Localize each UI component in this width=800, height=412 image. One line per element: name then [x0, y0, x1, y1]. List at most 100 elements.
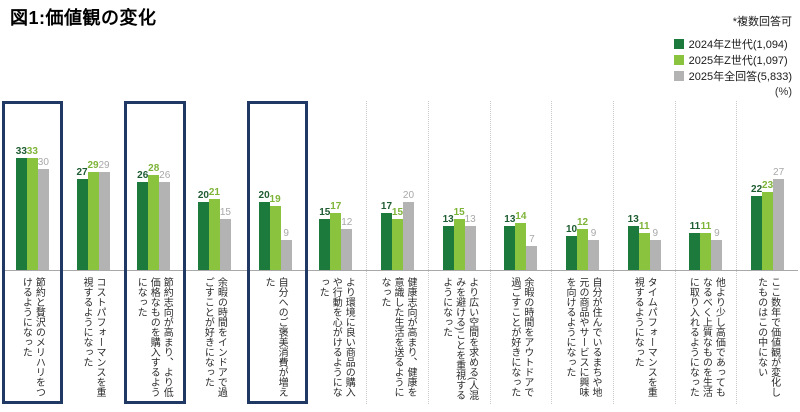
value-label: 9 — [652, 228, 658, 239]
value-label: 19 — [269, 194, 281, 205]
value-label: 21 — [208, 187, 220, 198]
category-label: 健康志向が高まり、健康を意識した生活を送るようになった — [378, 277, 416, 397]
bar-series2-cat8: 15 — [454, 207, 465, 270]
value-label: 15 — [453, 207, 465, 218]
bar-series3-cat13: 27 — [773, 167, 784, 270]
multiple-answers-note: *複数回答可 — [732, 16, 792, 28]
bar-series1-cat11: 13 — [628, 214, 639, 270]
bar-group: 13 15 13 — [429, 101, 490, 270]
bar-series2-cat13: 23 — [762, 180, 773, 270]
bar-series1-cat5: 20 — [259, 190, 270, 270]
value-label: 9 — [590, 228, 597, 239]
value-label: 9 — [714, 228, 720, 239]
value-label: 28 — [148, 163, 160, 174]
category-label: 節約志向が高まり、より低価格なものを購入するようになった — [135, 277, 173, 397]
bar-series2-cat10: 12 — [577, 217, 588, 270]
bar-series1-cat2: 27 — [76, 167, 88, 270]
bar-series3-cat11: 9 — [649, 228, 661, 270]
value-label: 9 — [283, 228, 289, 239]
value-label: 30 — [37, 157, 49, 168]
bar-series3-cat4: 15 — [220, 207, 231, 270]
category-column-13: 22 23 27 ここ数年で価値観が変化したものはこの中にない — [737, 101, 798, 404]
bar-series1-cat10: 10 — [566, 224, 577, 270]
bar-series3-cat5: 9 — [280, 228, 292, 270]
category-label: 自分が住んでいるまちや地元の商品やサービスに興味を向けるようになった — [564, 277, 602, 397]
legend-item-3: 2025年全回答(5,833) — [673, 68, 792, 84]
category-label: 自分へのご褒美消費が増えた — [263, 277, 288, 397]
value-label: 33 — [15, 146, 27, 157]
bar-series2-cat7: 15 — [392, 207, 403, 270]
category-column-2: 27 29 29 コストパフォーマンスを重視するようになった — [63, 101, 124, 404]
category-label-cell: 自分へのご褒美消費が増えた — [245, 270, 306, 404]
value-label: 20 — [197, 190, 209, 201]
unit-label: (%) — [774, 86, 792, 98]
category-label: より環境に良い商品の購入や行動を心がけるようになった — [317, 277, 355, 397]
bar-series2-cat11: 11 — [638, 221, 650, 270]
value-label: 33 — [26, 146, 38, 157]
bar-series1-cat9: 13 — [504, 214, 515, 270]
category-column-10: 10 12 9 自分が住んでいるまちや地元の商品やサービスに興味を向けるようになった — [552, 101, 614, 404]
value-label: 15 — [219, 207, 231, 218]
category-column-8: 13 15 13 より広い空間を求める(人混みを避ける)ことを重視するようになった — [429, 101, 491, 404]
value-label: 14 — [515, 211, 527, 222]
bar-series2-cat2: 29 — [87, 160, 99, 270]
plot-area: 33 33 30 節約と贅沢のメリハリをつけるようになった 27 29 29 コストパフォーマ… — [2, 101, 798, 404]
value-label: 17 — [330, 201, 342, 212]
x-axis-line — [2, 270, 798, 271]
category-label-cell: 余暇の時間をアウトドアで過ごすことが好きになった — [491, 270, 552, 404]
bar-series2-cat1: 33 — [27, 146, 38, 270]
category-column-4: 20 21 15 余暇の時間をインドアで過ごすことが好きになった — [184, 101, 245, 404]
bar-series3-cat7: 20 — [403, 190, 414, 270]
bar-series1-cat4: 20 — [198, 190, 209, 270]
category-label: 節約と贅沢のメリハリをつけるようになった — [20, 277, 45, 397]
bar-series3-cat9: 7 — [526, 234, 538, 270]
bar-series2-cat3: 28 — [148, 163, 159, 270]
bar-group: 10 12 9 — [552, 101, 613, 270]
value-label: 10 — [565, 224, 578, 235]
value-label: 20 — [258, 190, 270, 201]
category-label-cell: 他より少し高価であってもなるべく上質なものを生活に取り入れるようになった — [676, 270, 737, 404]
legend-swatch — [673, 55, 684, 65]
bar-series1-cat6: 15 — [319, 207, 330, 270]
legend-item-1: 2024年Z世代(1,094) — [673, 36, 792, 52]
value-label: 13 — [442, 214, 454, 225]
legend-label: 2024年Z世代(1,094) — [688, 39, 788, 51]
value-label: 11 — [689, 221, 701, 232]
value-label: 29 — [87, 160, 99, 171]
value-label: 12 — [576, 217, 589, 228]
legend-label: 2025年Z世代(1,097) — [688, 55, 788, 67]
bar-group: 20 21 15 — [184, 101, 245, 270]
value-label: 27 — [773, 167, 785, 178]
value-label: 20 — [402, 190, 415, 201]
category-label-cell: コストパフォーマンスを重視するようになった — [63, 270, 124, 404]
category-label: ここ数年で価値観が変化したものはこの中にない — [755, 277, 780, 397]
value-label: 11 — [638, 221, 650, 232]
value-label: 22 — [751, 184, 763, 195]
bar-group: 27 29 29 — [63, 101, 124, 270]
bar-series3-cat12: 9 — [711, 228, 723, 270]
value-label: 26 — [159, 170, 171, 181]
category-label: 余暇の時間をアウトドアで過ごすことが好きになった — [508, 277, 533, 397]
bar-series2-cat6: 17 — [330, 201, 341, 270]
value-label: 27 — [76, 167, 88, 178]
value-label: 11 — [700, 221, 712, 232]
category-column-5: 20 19 9 自分へのご褒美消費が増えた — [245, 101, 306, 404]
bar-series2-cat4: 21 — [209, 187, 220, 270]
category-column-12: 11 11 9 他より少し高価であってもなるべく上質なものを生活に取り入れるようになっ… — [676, 101, 738, 404]
category-column-11: 13 11 9 タイムパフォーマンスを重視するようになった — [614, 101, 676, 404]
bar-series3-cat2: 29 — [98, 160, 110, 270]
category-label-cell: 自分が住んでいるまちや地元の商品やサービスに興味を向けるようになった — [552, 270, 613, 404]
category-column-7: 17 15 20 健康志向が高まり、健康を意識した生活を送るようになった — [367, 101, 429, 404]
category-label-cell: 健康志向が高まり、健康を意識した生活を送るようになった — [367, 270, 428, 404]
bar-group: 17 15 20 — [367, 101, 428, 270]
legend-swatch — [673, 39, 684, 49]
legend-swatch — [673, 71, 684, 81]
bar-series3-cat6: 12 — [341, 217, 352, 270]
category-label-cell: タイムパフォーマンスを重視するようになった — [614, 270, 675, 404]
category-label: 他より少し高価であってもなるべく上質なものを生活に取り入れるようになった — [687, 277, 725, 397]
category-label-cell: ここ数年で価値観が変化したものはこの中にない — [737, 270, 798, 404]
category-label-cell: 余暇の時間をインドアで過ごすことが好きになった — [184, 270, 245, 404]
chart-title: 図1:価値観の変化 — [10, 8, 157, 28]
value-label: 15 — [319, 207, 331, 218]
